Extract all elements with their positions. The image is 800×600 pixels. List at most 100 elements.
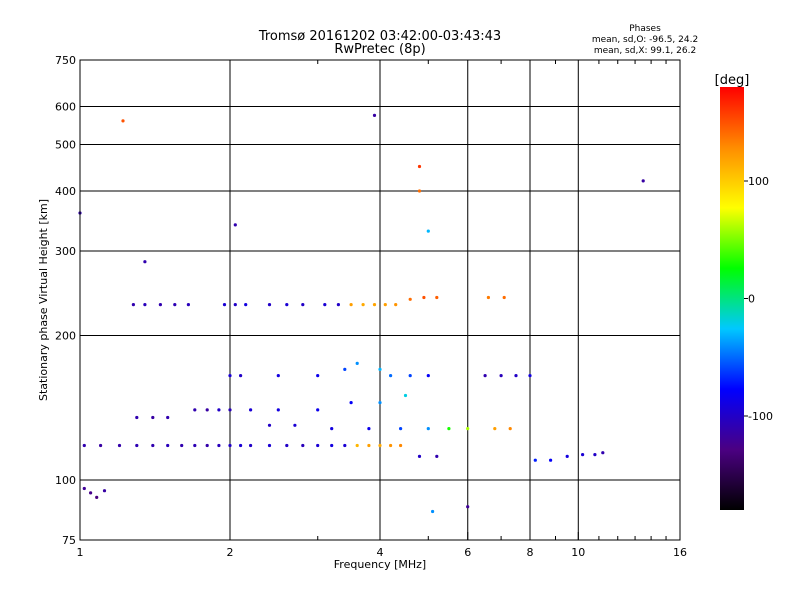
data-point — [593, 453, 597, 457]
data-point — [435, 295, 439, 300]
data-point — [336, 303, 340, 307]
data-point — [349, 401, 353, 405]
data-point — [343, 367, 347, 371]
phases-box-title: Phases — [629, 24, 661, 34]
data-point — [244, 303, 248, 307]
x-tick-label: 8 — [527, 546, 534, 559]
data-point — [502, 295, 506, 300]
x-tick-label: 6 — [464, 546, 471, 559]
data-point — [528, 374, 532, 378]
data-point — [180, 443, 184, 448]
data-point — [378, 401, 382, 405]
y-tick-label: 400 — [55, 185, 76, 198]
data-point — [217, 443, 221, 448]
data-point — [95, 495, 99, 499]
data-point — [121, 119, 125, 123]
data-point — [549, 458, 553, 462]
data-point — [399, 443, 403, 448]
x-tick-label: 10 — [571, 546, 585, 559]
data-point — [361, 303, 365, 307]
colorbar-unit-label: [deg] — [715, 73, 750, 88]
chart-title: Tromsø 20161202 03:42:00-03:43:43 — [258, 29, 501, 44]
data-point — [276, 408, 280, 412]
chart-subtitle: RwPretec (8p) — [334, 42, 425, 57]
data-point — [166, 415, 170, 420]
data-point — [466, 427, 470, 431]
data-point — [217, 408, 221, 412]
x-tick-label: 1 — [77, 546, 84, 559]
data-point — [228, 443, 232, 448]
data-point — [82, 443, 86, 448]
data-point — [193, 443, 197, 448]
data-point — [483, 374, 487, 378]
data-point — [285, 303, 289, 307]
data-point — [228, 408, 232, 412]
phases-box-line-o: mean, sd,O: -96.5, 24.2 — [592, 35, 698, 45]
phases-box-line-x: mean, sd,X: 99.1, 26.2 — [594, 46, 696, 56]
data-point — [466, 505, 470, 509]
data-point — [267, 303, 272, 307]
grid-lines — [80, 60, 680, 540]
x-tick-label: 4 — [377, 546, 384, 559]
data-point — [249, 408, 253, 412]
data-point — [135, 443, 139, 448]
data-point — [422, 295, 426, 300]
data-point — [135, 415, 139, 420]
data-point — [193, 408, 197, 412]
data-point — [417, 164, 422, 169]
x-tick-label: 16 — [673, 546, 687, 559]
y-tick-label: 300 — [55, 245, 76, 258]
x-tick-label: 2 — [227, 546, 234, 559]
y-tick-label: 75 — [62, 534, 76, 547]
data-point — [293, 423, 297, 427]
data-point — [565, 454, 569, 458]
data-point — [343, 443, 347, 448]
data-point — [117, 443, 122, 448]
x-axis-label: Frequency [MHz] — [334, 558, 426, 571]
data-point — [102, 489, 107, 493]
data-point — [426, 229, 430, 233]
data-point — [323, 303, 327, 307]
data-point — [301, 303, 305, 307]
data-point — [173, 303, 177, 307]
data-point — [383, 303, 387, 307]
data-point — [267, 443, 272, 448]
y-tick-label: 600 — [55, 101, 76, 114]
data-point — [89, 491, 93, 495]
data-point — [533, 458, 537, 462]
data-point — [486, 295, 490, 300]
colorbar-tick-label: 0 — [748, 293, 755, 306]
y-tick-label: 200 — [55, 330, 76, 343]
data-point — [349, 303, 353, 307]
data-point — [330, 443, 334, 448]
data-point — [399, 427, 403, 431]
y-tick-label: 100 — [55, 474, 76, 487]
data-point — [514, 374, 518, 378]
data-point — [131, 303, 135, 307]
data-point — [447, 427, 451, 431]
data-point — [367, 427, 371, 431]
data-point — [316, 374, 320, 378]
colorbar — [720, 87, 744, 510]
data-point — [378, 443, 382, 448]
data-point — [316, 443, 320, 448]
data-point — [372, 113, 377, 117]
data-point — [205, 408, 209, 412]
data-point — [249, 443, 253, 448]
data-point — [417, 454, 422, 458]
data-point — [641, 179, 645, 183]
y-tick-label: 500 — [55, 139, 76, 152]
data-point — [403, 393, 408, 398]
data-point — [355, 361, 359, 365]
data-point — [389, 443, 393, 448]
data-point — [233, 223, 237, 227]
data-point — [158, 303, 162, 307]
data-point — [493, 427, 497, 431]
data-point — [417, 189, 422, 193]
data-point — [233, 303, 237, 307]
data-points — [78, 113, 645, 514]
data-point — [316, 408, 320, 412]
colorbar-tick-label: -100 — [748, 410, 773, 423]
data-point — [222, 303, 227, 307]
